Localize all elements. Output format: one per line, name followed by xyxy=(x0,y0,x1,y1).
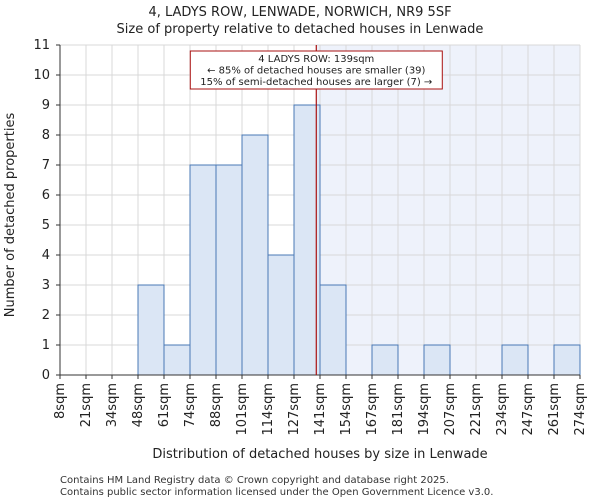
x-tick-label: 8sqm xyxy=(53,383,68,419)
x-tick-label: 221sqm xyxy=(469,383,484,436)
y-tick-label: 6 xyxy=(42,188,50,203)
y-tick-label: 9 xyxy=(42,98,50,113)
y-tick-label: 11 xyxy=(33,38,50,53)
x-tick-label: 101sqm xyxy=(235,383,250,436)
x-tick-label: 274sqm xyxy=(573,383,588,436)
x-tick-label: 74sqm xyxy=(183,383,198,427)
y-tick-label: 4 xyxy=(42,248,50,263)
x-tick-label: 88sqm xyxy=(209,383,224,427)
x-tick-label: 207sqm xyxy=(443,383,458,436)
y-tick-label: 8 xyxy=(42,128,50,143)
x-tick-label: 34sqm xyxy=(105,383,120,427)
y-tick-label: 5 xyxy=(42,218,50,233)
y-tick-label: 1 xyxy=(42,338,50,353)
y-tick-label: 0 xyxy=(42,368,50,383)
chart-subtitle: Size of property relative to detached ho… xyxy=(117,22,484,37)
annotation-box xyxy=(189,50,443,90)
bar xyxy=(293,104,321,376)
x-tick-label: 21sqm xyxy=(79,383,94,427)
footer-line-1: Contains HM Land Registry data © Crown c… xyxy=(60,475,449,486)
x-tick-label: 167sqm xyxy=(365,383,380,436)
bar xyxy=(371,344,399,376)
x-tick-label: 61sqm xyxy=(157,383,172,427)
y-tick-label: 3 xyxy=(42,278,50,293)
x-tick-label: 154sqm xyxy=(339,383,354,436)
x-axis-label: Distribution of detached houses by size … xyxy=(152,447,487,462)
bar xyxy=(137,284,165,376)
x-tick-label: 194sqm xyxy=(417,383,432,436)
y-tick-label: 10 xyxy=(33,68,50,83)
annotation-line: 4 LADYS ROW: 139sqm xyxy=(258,54,374,65)
bar xyxy=(553,344,581,376)
bar xyxy=(189,164,217,376)
x-tick-label: 114sqm xyxy=(261,383,276,436)
x-tick-label: 181sqm xyxy=(391,383,406,436)
x-tick-label: 234sqm xyxy=(495,383,510,436)
bar xyxy=(241,134,269,376)
bar xyxy=(163,344,191,376)
x-tick-label: 247sqm xyxy=(521,383,536,436)
bar xyxy=(319,284,347,376)
x-tick-label: 261sqm xyxy=(547,383,562,436)
bar xyxy=(501,344,529,376)
x-tick-label: 48sqm xyxy=(131,383,146,427)
annotation-line: ← 85% of detached houses are smaller (39… xyxy=(207,66,425,77)
footer-line-2: Contains public sector information licen… xyxy=(60,487,493,498)
highlight-region xyxy=(316,45,580,375)
x-tick-label: 141sqm xyxy=(313,383,328,436)
x-tick-label: 127sqm xyxy=(287,383,302,436)
y-tick-label: 7 xyxy=(42,158,50,173)
y-axis-label: Number of detached properties xyxy=(3,113,18,318)
bar xyxy=(267,254,295,376)
chart-title: 4, LADYS ROW, LENWADE, NORWICH, NR9 5SF xyxy=(148,5,451,20)
plot-area: 0 1 2 3 4 5 6 7 8 9 10 11 8sqm 21sqm 34sqm 48sqm 61sqm 74… xyxy=(33,38,588,436)
annotation-line: 15% of semi-detached houses are larger (… xyxy=(200,77,432,88)
bar xyxy=(423,344,451,376)
bar xyxy=(215,164,243,376)
y-tick-label: 2 xyxy=(42,308,50,323)
